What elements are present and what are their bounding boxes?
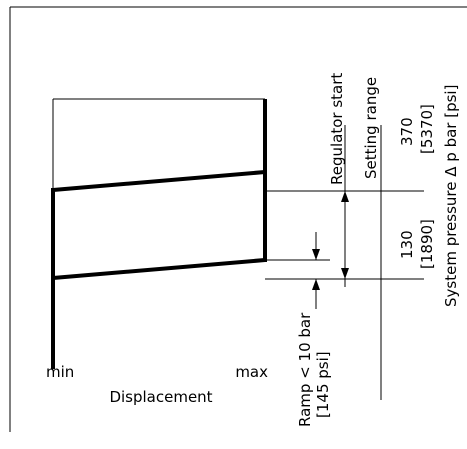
setting-range-arrow-top xyxy=(341,191,349,202)
lower-regulator-curve xyxy=(52,258,266,280)
setting-range-label: Setting range xyxy=(362,77,380,179)
displacement-label: Displacement xyxy=(109,388,212,406)
ramp-label-psi: [145 psi] xyxy=(314,351,332,418)
ramp-arrow-up xyxy=(312,279,320,290)
setting-range-arrow-bottom xyxy=(341,268,349,279)
ramp-label: Ramp < 10 bar xyxy=(296,312,314,427)
upper-regulator-curve xyxy=(52,170,266,192)
ramp-arrow-down xyxy=(312,249,320,260)
upper-value-psi: [5370] xyxy=(418,104,436,154)
upper-value-bar: 370 xyxy=(398,117,416,146)
regulator-start-label: Regulator start xyxy=(328,73,346,185)
min-label: min xyxy=(46,363,74,381)
lower-value-psi: [1890] xyxy=(418,219,436,269)
lower-value-bar: 130 xyxy=(398,230,416,259)
system-pressure-label: System pressure Δ p bar [psi] xyxy=(442,85,460,307)
max-label: max xyxy=(235,363,268,381)
